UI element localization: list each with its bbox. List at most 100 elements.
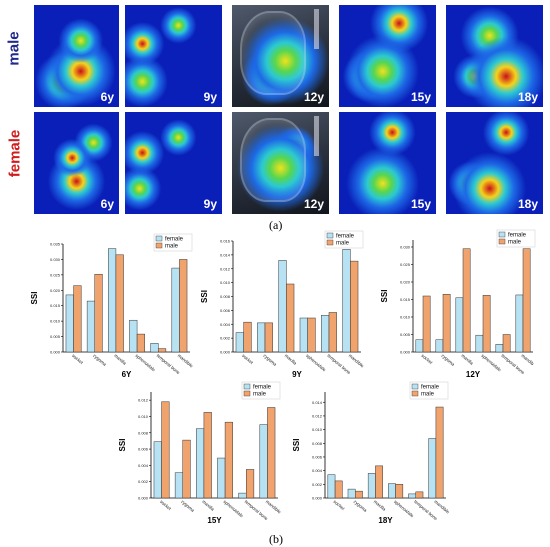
bar-female-temporal-bone xyxy=(495,344,504,353)
bar-female-mandible xyxy=(259,424,268,499)
y-tick-label: 0.035 xyxy=(50,242,61,247)
bar-female-mandib xyxy=(515,294,524,353)
x-tick-label: sphenoidale xyxy=(222,499,244,519)
y-tick-label: 0.002 xyxy=(220,336,231,341)
bar-male-mandible xyxy=(350,260,359,353)
legend-label-female: female xyxy=(165,237,184,243)
ruler-bar xyxy=(314,116,319,156)
legend-label-male: male xyxy=(165,244,179,250)
heatmap-panel-male-2: 9y xyxy=(125,5,222,107)
bar-male-socket xyxy=(422,295,431,353)
x-tick-label: mandible xyxy=(433,499,451,515)
bar-female-sphenoidale xyxy=(217,457,226,499)
bar-female-zygoma xyxy=(347,488,356,499)
x-tick-label: mandib xyxy=(520,353,535,367)
bar-male-sphenoidale xyxy=(136,333,145,353)
bar-female-sphenoidale xyxy=(299,317,308,353)
x-tick-label: sphenoidale xyxy=(134,353,156,373)
legend-swatch-male xyxy=(498,238,506,245)
legend-swatch-male xyxy=(411,390,419,397)
age-label: 6y xyxy=(100,90,114,104)
y-tick-label: 0.000 xyxy=(400,350,411,355)
y-tick-label: 0.025 xyxy=(400,262,411,267)
bar-female-temporal-bone xyxy=(408,493,416,499)
legend-box xyxy=(409,381,449,400)
y-tick-label: 0.014 xyxy=(220,252,231,257)
bar-female-maxilla xyxy=(367,473,376,499)
bar-male-maxilla xyxy=(286,283,295,353)
y-tick-label: 0.002 xyxy=(312,482,323,487)
y-tick-label: 0.020 xyxy=(400,280,411,285)
bar-female-temporal-bone xyxy=(150,343,159,353)
x-tick-label: socket xyxy=(420,353,434,366)
bar-female-sphenoidale xyxy=(129,319,138,353)
chart-title: 18Y xyxy=(378,516,393,525)
legend-label-female: female xyxy=(421,385,440,391)
y-tick-label: 0.010 xyxy=(138,414,149,419)
legend-label-male: male xyxy=(421,392,435,398)
bar-male-zygoma xyxy=(442,294,451,353)
heatmap-panel-female-3: 12y xyxy=(232,112,329,214)
caption-b: (b) xyxy=(269,532,283,546)
x-tick-label: zygoma xyxy=(440,353,456,367)
chart-title: 9Y xyxy=(292,370,302,379)
bar-male-zygoma xyxy=(264,322,273,353)
x-tick-label: maxilla xyxy=(284,353,298,366)
age-label: 6y xyxy=(100,197,114,211)
y-tick-label: 0.008 xyxy=(312,441,323,446)
bar-female-mandible xyxy=(342,249,351,353)
y-tick-label: 0.020 xyxy=(50,288,61,293)
bar-male-mandible xyxy=(179,259,188,353)
y-tick-label: 0.005 xyxy=(400,332,411,337)
bar-male-socket xyxy=(161,401,170,499)
legend-label-female: female xyxy=(508,233,527,239)
y-tick-label: 0.015 xyxy=(400,297,411,302)
x-tick-label: mandible xyxy=(177,353,195,369)
x-tick-label: socket xyxy=(159,499,173,512)
ruler-bar xyxy=(314,9,319,49)
y-tick-label: 0.000 xyxy=(138,496,149,501)
chart-title: 12Y xyxy=(466,370,481,379)
y-axis-label: SSI xyxy=(30,292,39,305)
skull-silhouette xyxy=(240,118,306,202)
bar-female-zygoma xyxy=(435,339,444,353)
legend-swatch-female xyxy=(498,231,506,238)
legend-label-female: female xyxy=(253,385,272,391)
y-tick-label: 0.006 xyxy=(312,454,323,459)
x-tick-label: maxilla xyxy=(373,499,387,512)
x-tick-label: socket xyxy=(241,353,255,366)
bar-female-socket xyxy=(153,441,162,499)
x-tick-label: mandible xyxy=(265,499,283,515)
y-tick-label: 0.000 xyxy=(312,496,323,501)
bar-male-temporal-bone xyxy=(502,334,511,353)
heatmap-panel-female-1: 6y xyxy=(34,112,119,214)
chart-title: 15Y xyxy=(207,516,222,525)
y-tick-label: 0.015 xyxy=(50,303,61,308)
age-label: 18y xyxy=(517,197,538,211)
legend-swatch-female xyxy=(155,235,163,242)
legend-swatch-female xyxy=(411,383,419,390)
y-tick-label: 0.000 xyxy=(220,350,231,355)
bar-male-sphenoidale xyxy=(482,295,491,353)
bar-female-socket xyxy=(415,339,424,353)
y-tick-label: 0.010 xyxy=(312,427,323,432)
y-tick-label: 0.012 xyxy=(138,398,149,403)
bar-male-mandib xyxy=(522,248,531,353)
bar-male-temporal-bone xyxy=(415,491,424,499)
bar-female-socket xyxy=(65,294,74,353)
x-tick-label: socket xyxy=(71,353,85,366)
bar-male-zygoma xyxy=(182,439,191,499)
x-tick-label: zygoma xyxy=(92,353,108,367)
bar-female-socket xyxy=(235,332,244,353)
y-tick-label: 0.025 xyxy=(50,272,61,277)
x-tick-label: zygoma xyxy=(262,353,278,367)
y-tick-label: 0.006 xyxy=(138,447,149,452)
x-tick-label: mandible xyxy=(348,353,366,369)
heatmap-panel-female-5: 18y xyxy=(446,112,543,214)
y-axis-label: SSI xyxy=(380,290,389,303)
legend-swatch-male xyxy=(243,390,251,397)
heatmap-panel-female-2: 9y xyxy=(125,112,222,214)
x-tick-label: zygoma xyxy=(180,499,196,513)
legend-swatch-male xyxy=(326,239,334,246)
